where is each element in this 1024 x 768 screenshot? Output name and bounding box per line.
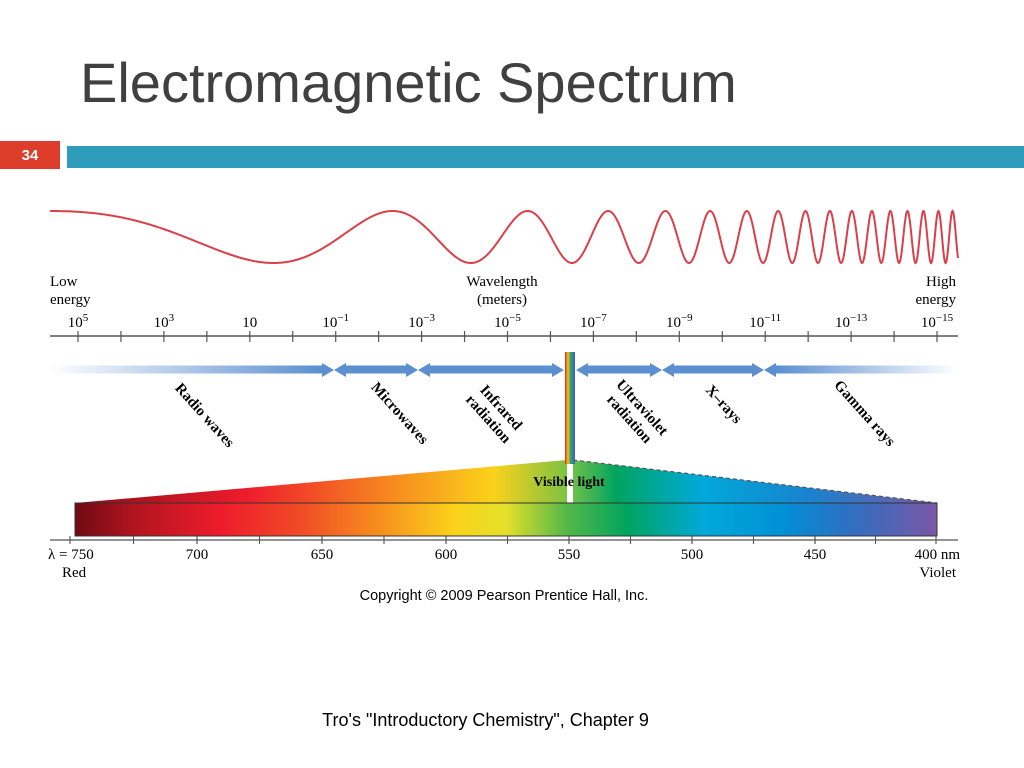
visible-light-label: Visible light	[533, 475, 605, 490]
wavelength-tick-label: 10−9	[666, 312, 693, 331]
visible-scale-labels: λ = 750 700 650 600 550 500 450 400 nm	[48, 547, 960, 563]
region-label: Gamma rays	[831, 378, 898, 450]
wavelength-ticks	[77, 331, 938, 342]
gamma-rays-arrow	[776, 365, 958, 374]
copyright-text: Copyright © 2009 Pearson Prentice Hall, …	[360, 588, 649, 604]
visible-fan-left	[75, 460, 567, 503]
arrowhead-right	[752, 363, 764, 377]
visible-scale-ticks	[69, 536, 937, 544]
wavelength-tick-label: 10−1	[322, 312, 349, 331]
visible-scale-label: 400 nm	[915, 547, 961, 563]
wavelength-tick-label: 105	[68, 312, 89, 331]
region-label: Microwaves	[367, 380, 431, 448]
wavelength-tick-label: 10	[242, 315, 257, 331]
arrowhead-right	[552, 363, 564, 377]
arrowhead-left	[764, 363, 776, 377]
wavelength-tick-label: 103	[154, 312, 175, 331]
visible-scale-label: 550	[558, 547, 581, 563]
microwaves-arrow	[346, 365, 406, 374]
visible-scale-label: 500	[681, 547, 704, 563]
arrowhead-right	[322, 363, 334, 377]
region-label-line: Gamma rays	[831, 378, 898, 450]
violet-label: Violet	[919, 565, 956, 581]
region-arrows	[50, 363, 958, 377]
wavelength-tick-label: 10−7	[580, 312, 607, 331]
red-label: Red	[62, 565, 87, 581]
low-energy-label-2: energy	[50, 292, 91, 308]
region-label: Radio waves	[171, 380, 237, 451]
arrowhead-left	[576, 363, 588, 377]
region-label: X–rays	[702, 382, 745, 427]
high-energy-label-2: energy	[915, 292, 956, 308]
slide-footer: Tro's "Introductory Chemistry", Chapter …	[322, 710, 649, 730]
wavelength-tick-label: 10−3	[408, 312, 435, 331]
arrowhead-left	[418, 363, 430, 377]
arrowhead-left	[662, 363, 674, 377]
em-spectrum-figure: Low energy High energy Wavelength (meter…	[48, 209, 960, 604]
wavelength-label-2: (meters)	[477, 292, 527, 308]
visible-scale-label: 450	[804, 547, 827, 563]
visible-scale-label: 600	[435, 547, 458, 563]
arrowhead-right	[650, 363, 662, 377]
wavelength-tick-label: 10−15	[921, 312, 954, 331]
visible-scale-label: 700	[186, 547, 209, 563]
wavelength-tick-label: 10−13	[835, 312, 868, 331]
low-energy-label-1: Low	[50, 274, 78, 290]
title-underline-bar	[67, 146, 1024, 168]
ultraviolet-arrow	[588, 365, 650, 374]
page-number: 34	[0, 141, 60, 169]
wavelength-tick-label: 10−5	[494, 312, 521, 331]
arrowhead-left	[334, 363, 346, 377]
arrowhead-right	[406, 363, 418, 377]
wavelength-wave	[50, 209, 959, 265]
wavelength-tick-labels: 105 103 10 10−1 10−3 10−5 10−7 10−9 10−11 10−13 10…	[68, 312, 954, 331]
visible-stripe	[565, 352, 575, 464]
visible-scale-label: λ = 750	[48, 547, 94, 563]
visible-scale-label: 650	[311, 547, 334, 563]
high-energy-label-1: High	[926, 274, 957, 290]
xrays-arrow	[674, 365, 752, 374]
region-label-line: Microwaves	[367, 380, 431, 448]
region-label-line: Radio waves	[171, 380, 237, 451]
slide-title: Electromagnetic Spectrum	[80, 51, 737, 114]
visible-fan-dashed-edge	[572, 459, 938, 504]
radio-waves-arrow	[50, 365, 322, 374]
wavelength-tick-label: 10−11	[749, 312, 781, 331]
visible-spectrum-band	[74, 502, 938, 537]
infrared-arrow	[430, 365, 552, 374]
wavelength-label-1: Wavelength	[466, 274, 538, 290]
region-label-line: X–rays	[702, 382, 745, 427]
